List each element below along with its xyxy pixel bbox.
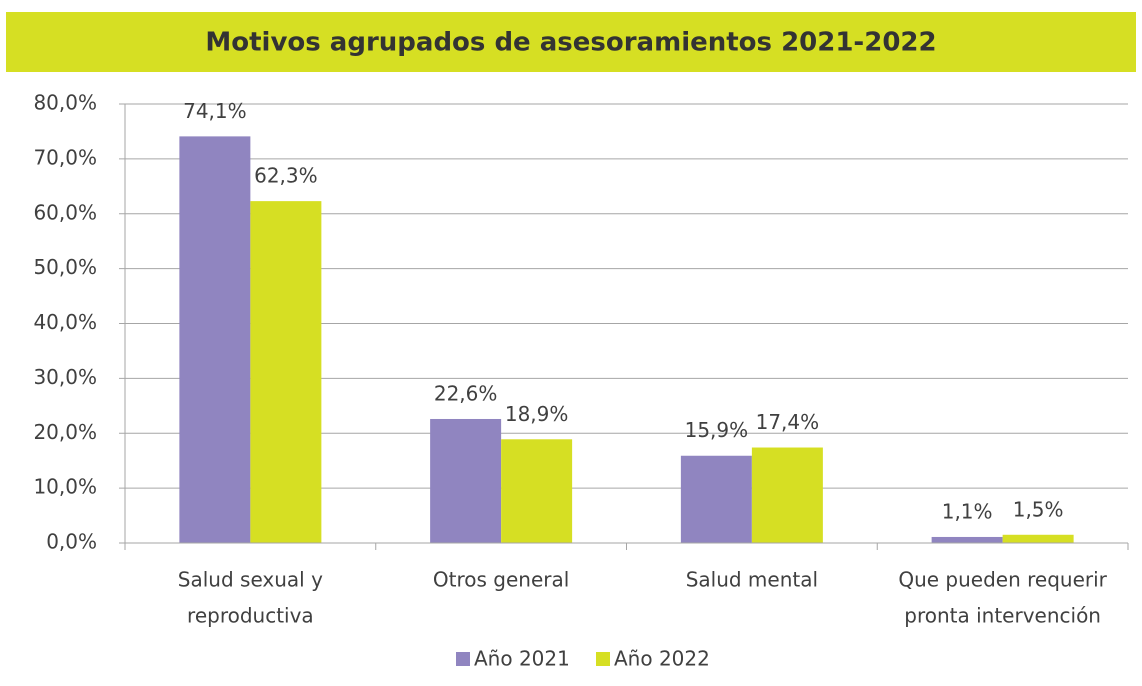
y-tick-label: 80,0% <box>33 91 97 115</box>
bar <box>179 136 251 543</box>
value-label: 22,6% <box>434 381 498 405</box>
y-tick-label: 10,0% <box>33 475 97 499</box>
y-tick-label: 0,0% <box>46 530 97 554</box>
legend-swatch <box>456 652 470 666</box>
legend-swatch <box>596 652 610 666</box>
title-banner <box>6 12 1136 72</box>
bar <box>430 418 502 543</box>
x-tick-label: Salud sexual y <box>178 568 323 592</box>
value-label: 18,9% <box>505 402 569 426</box>
x-tick-label: Salud mental <box>686 568 818 592</box>
value-label: 15,9% <box>685 418 749 442</box>
y-tick-label: 30,0% <box>33 365 97 389</box>
y-tick-label: 70,0% <box>33 145 97 169</box>
chart-title: Motivos agrupados de asesoramientos 2021… <box>205 28 936 58</box>
x-tick-label: pronta intervención <box>904 604 1101 628</box>
bar <box>1002 534 1074 543</box>
bar <box>931 536 1003 543</box>
y-tick-label: 60,0% <box>33 200 97 224</box>
value-label: 1,1% <box>942 499 993 523</box>
legend-label: Año 2022 <box>614 647 710 671</box>
x-tick-label: reproductiva <box>187 604 314 628</box>
x-tick-label: Otros general <box>433 568 569 592</box>
y-tick-label: 50,0% <box>33 255 97 279</box>
bar <box>751 447 823 543</box>
y-tick-label: 40,0% <box>33 310 97 334</box>
value-label: 74,1% <box>183 99 247 123</box>
bar <box>501 439 573 543</box>
value-label: 62,3% <box>254 164 318 188</box>
x-tick-label: Que pueden requerir <box>898 568 1107 592</box>
value-label: 1,5% <box>1013 497 1064 521</box>
legend-label: Año 2021 <box>474 647 570 671</box>
value-label: 17,4% <box>756 410 820 434</box>
bar <box>250 201 322 543</box>
y-tick-label: 20,0% <box>33 420 97 444</box>
bar <box>680 455 752 543</box>
